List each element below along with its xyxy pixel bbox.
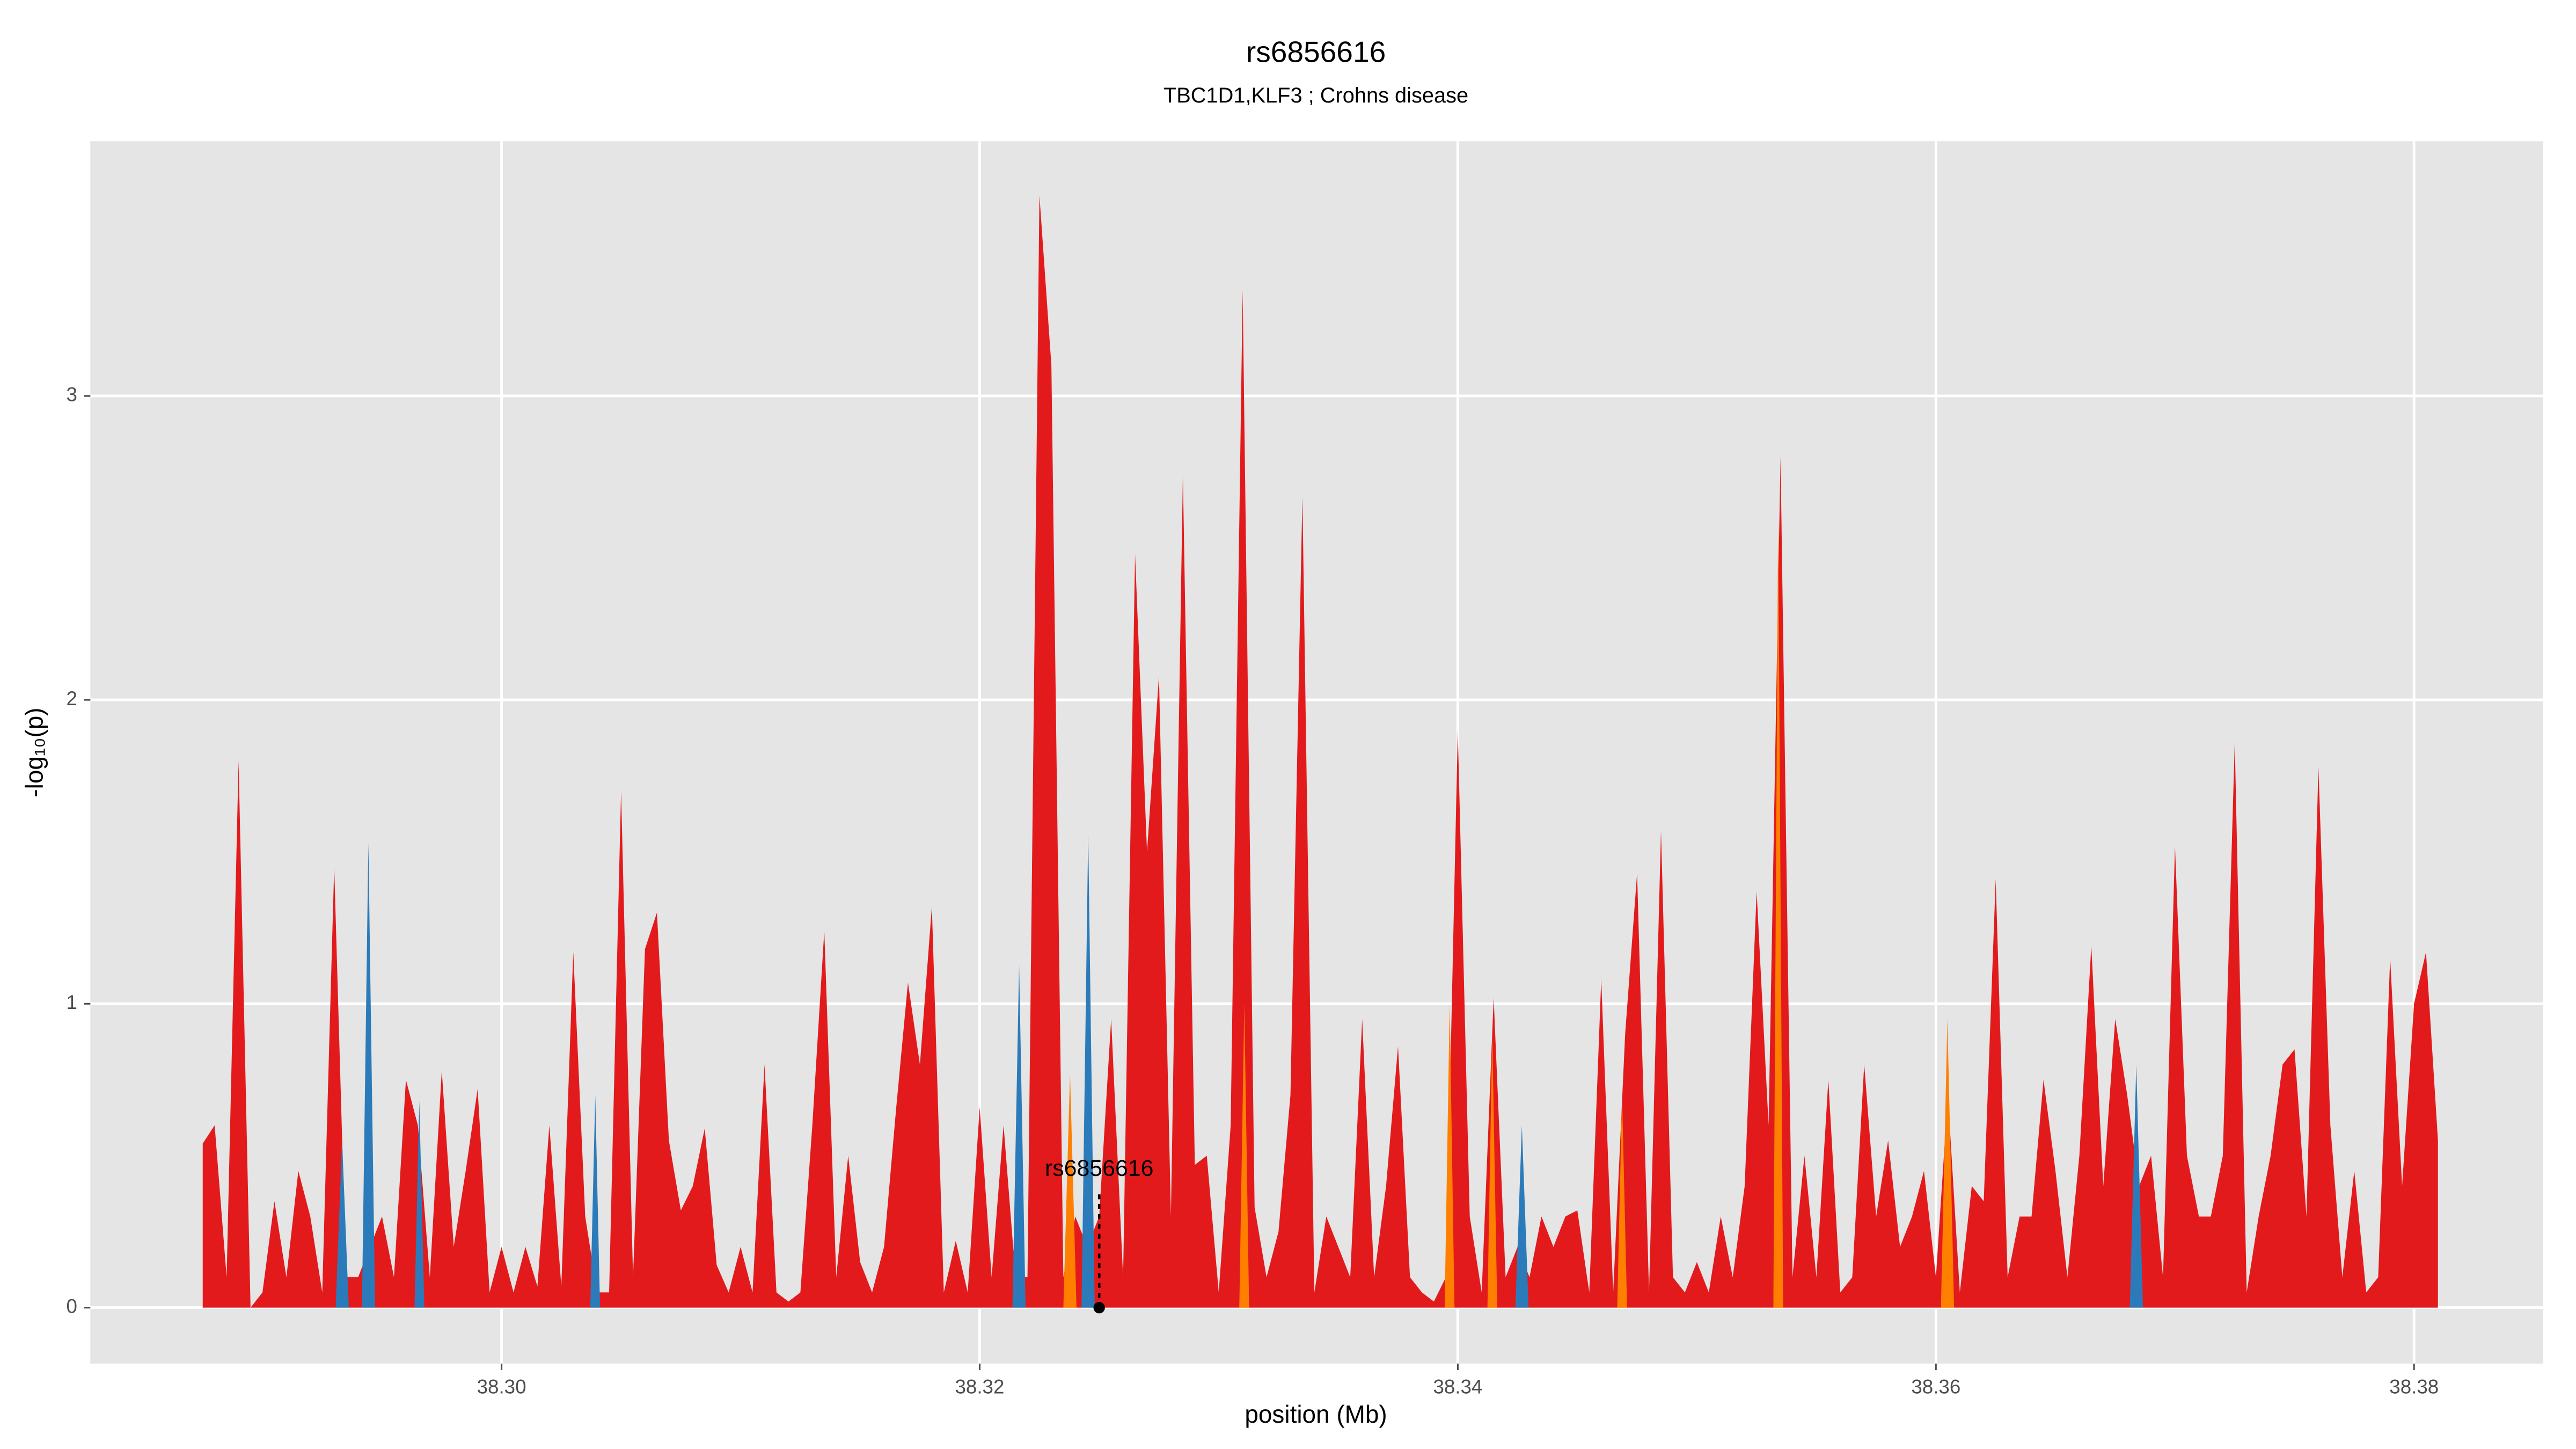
annotation-label: rs6856616: [1045, 1155, 1153, 1181]
area: [362, 843, 375, 1308]
area: [1773, 517, 1783, 1308]
y-tick-label: 2: [66, 687, 77, 709]
area: [414, 1101, 425, 1308]
area: [1515, 1125, 1529, 1308]
area: [1444, 1004, 1455, 1308]
chart-title: rs6856616: [1246, 35, 1386, 69]
y-tick-label: 0: [66, 1295, 77, 1317]
x-tick-label: 38.34: [1433, 1375, 1482, 1397]
area: [1941, 1019, 1955, 1308]
chart-subtitle: TBC1D1,KLF3 ; Crohns disease: [1163, 84, 1468, 107]
x-tick-label: 38.38: [2389, 1375, 2439, 1397]
marks: rs6856616: [202, 195, 2438, 1314]
area: [2129, 1064, 2143, 1308]
x-tick-label: 38.32: [955, 1375, 1005, 1397]
area: [1012, 964, 1026, 1308]
y-axis-label: -log₁₀(p): [20, 707, 48, 797]
y-tick-label: 3: [66, 384, 77, 406]
x-tick-label: 38.36: [1911, 1375, 1960, 1397]
y-tick-label: 1: [66, 991, 77, 1013]
annotation-point: [1093, 1301, 1105, 1314]
x-axis-label: position (Mb): [1245, 1400, 1387, 1428]
area: [1617, 1095, 1627, 1308]
area: [335, 1140, 349, 1308]
x-tick-label: 38.30: [477, 1375, 526, 1397]
area: [1239, 1004, 1249, 1308]
area: [1487, 1034, 1497, 1308]
area: [590, 1095, 601, 1308]
area: [1081, 833, 1095, 1308]
area: [1063, 1073, 1077, 1308]
